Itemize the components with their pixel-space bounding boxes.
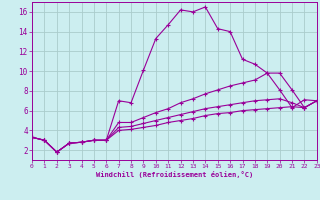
- X-axis label: Windchill (Refroidissement éolien,°C): Windchill (Refroidissement éolien,°C): [96, 171, 253, 178]
